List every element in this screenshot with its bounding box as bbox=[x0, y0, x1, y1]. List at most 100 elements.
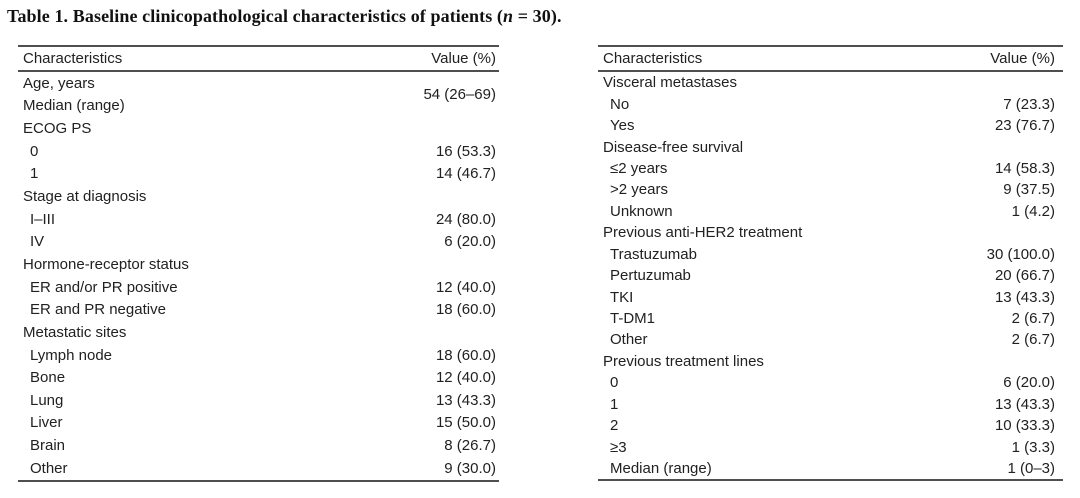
table-row: TKI 13 (43.3) bbox=[598, 286, 1063, 307]
row-label: Unknown bbox=[610, 202, 673, 220]
row-value: 18 (60.0) bbox=[435, 301, 496, 319]
row-value: 14 (58.3) bbox=[994, 159, 1055, 177]
table-row: ER and/or PR positive 12 (40.0) bbox=[18, 276, 499, 299]
row-label-line: Age, years bbox=[23, 74, 95, 92]
row-label: Metastatic sites bbox=[23, 323, 127, 341]
table-row: Pertuzumab 20 (66.7) bbox=[598, 265, 1063, 286]
row-label: Age, years Median (range) bbox=[18, 72, 125, 117]
table-row: >2 years 9 (37.5) bbox=[598, 179, 1063, 200]
row-value: 6 (20.0) bbox=[444, 233, 496, 251]
row-value: 9 (37.5) bbox=[1003, 181, 1055, 199]
row-value: 10 (33.3) bbox=[994, 417, 1055, 435]
row-label: Stage at diagnosis bbox=[23, 188, 147, 206]
row-value: 54 (26–69) bbox=[423, 86, 496, 104]
table-row: Lymph node 18 (60.0) bbox=[18, 344, 499, 367]
row-value: 2 (6.7) bbox=[1011, 331, 1055, 349]
row-value: 30 (100.0) bbox=[986, 245, 1055, 263]
table-row: Stage at diagnosis bbox=[18, 185, 499, 208]
row-label: ER and PR negative bbox=[30, 301, 166, 319]
row-label: Disease-free survival bbox=[603, 138, 744, 156]
row-value: 20 (66.7) bbox=[994, 267, 1055, 285]
characteristics-table-left: Characteristics Value (%) Age, years Medi… bbox=[18, 45, 499, 482]
row-value: 24 (80.0) bbox=[435, 210, 496, 228]
row-value: 2 (6.7) bbox=[1011, 310, 1055, 328]
characteristics-table-right: Characteristics Value (%) Visceral metas… bbox=[598, 45, 1063, 482]
table-row: 1 14 (46.7) bbox=[18, 163, 499, 186]
table-row: ≥3 1 (3.3) bbox=[598, 436, 1063, 457]
table-row: Visceral metastases bbox=[598, 72, 1063, 93]
table-body: Visceral metastases No 7 (23.3) Yes 23 (76.7… bbox=[598, 72, 1063, 479]
table-row: Trastuzumab 30 (100.0) bbox=[598, 244, 1063, 265]
table-row: Bone 12 (40.0) bbox=[18, 366, 499, 389]
table-row: 0 16 (53.3) bbox=[18, 140, 499, 163]
row-value: 8 (26.7) bbox=[444, 437, 496, 455]
table-row: Disease-free survival bbox=[598, 136, 1063, 157]
row-value: 23 (76.7) bbox=[994, 117, 1055, 135]
table-title: Table 1. Baseline clinicopathological ch… bbox=[7, 6, 1067, 27]
row-label: 0 bbox=[610, 374, 619, 392]
row-value: 6 (20.0) bbox=[1003, 374, 1055, 392]
row-label: ER and/or PR positive bbox=[30, 278, 178, 296]
row-value: 1 (4.2) bbox=[1011, 202, 1055, 220]
column-header-value: Value (%) bbox=[431, 50, 496, 67]
row-label: TKI bbox=[610, 288, 634, 306]
row-label: IV bbox=[30, 233, 45, 251]
row-label: Lung bbox=[30, 391, 64, 409]
table-row: I–III 24 (80.0) bbox=[18, 208, 499, 231]
row-label: ECOG PS bbox=[23, 120, 92, 138]
row-label: >2 years bbox=[610, 181, 668, 199]
row-label: 1 bbox=[30, 165, 39, 183]
table-row: Age, years Median (range) 54 (26–69) bbox=[18, 72, 499, 117]
row-value: 1 (0–3) bbox=[1007, 460, 1055, 478]
row-label: T-DM1 bbox=[610, 310, 655, 328]
row-value: 16 (53.3) bbox=[435, 142, 496, 160]
row-label: 0 bbox=[30, 142, 39, 160]
table-header: Characteristics Value (%) bbox=[18, 47, 499, 72]
row-value: 7 (23.3) bbox=[1003, 95, 1055, 113]
title-text-end: = 30). bbox=[513, 6, 562, 26]
table-row: Metastatic sites bbox=[18, 321, 499, 344]
table-body: Age, years Median (range) 54 (26–69) ECOG P… bbox=[18, 72, 499, 480]
table-row: ECOG PS bbox=[18, 117, 499, 140]
row-label: No bbox=[610, 95, 630, 113]
row-value: 14 (46.7) bbox=[435, 165, 496, 183]
table-row: Other 2 (6.7) bbox=[598, 329, 1063, 350]
row-label: Other bbox=[30, 459, 68, 477]
table-row: Brain 8 (26.7) bbox=[18, 434, 499, 457]
table-row: ER and PR negative 18 (60.0) bbox=[18, 298, 499, 321]
row-label: Hormone-receptor status bbox=[23, 255, 189, 273]
row-value: 9 (30.0) bbox=[444, 459, 496, 477]
row-label: Trastuzumab bbox=[610, 245, 697, 263]
row-value: 18 (60.0) bbox=[435, 346, 496, 364]
row-value: 15 (50.0) bbox=[435, 414, 496, 432]
row-label: Brain bbox=[30, 437, 66, 455]
row-label: Yes bbox=[610, 117, 635, 135]
table-row: Previous anti-HER2 treatment bbox=[598, 222, 1063, 243]
row-value: 1 (3.3) bbox=[1011, 438, 1055, 456]
row-label: Other bbox=[610, 331, 648, 349]
table-row: Unknown 1 (4.2) bbox=[598, 201, 1063, 222]
table-header: Characteristics Value (%) bbox=[598, 47, 1063, 72]
row-label: Lymph node bbox=[30, 346, 113, 364]
row-value: 13 (43.3) bbox=[994, 288, 1055, 306]
column-header-characteristics: Characteristics bbox=[603, 50, 703, 67]
row-value: 13 (43.3) bbox=[994, 395, 1055, 413]
row-label: Previous treatment lines bbox=[603, 352, 764, 370]
row-label: Pertuzumab bbox=[610, 267, 691, 285]
table-row: No 7 (23.3) bbox=[598, 93, 1063, 114]
table-row: Liver 15 (50.0) bbox=[18, 412, 499, 435]
row-label: I–III bbox=[30, 210, 56, 228]
table-row: ≤2 years 14 (58.3) bbox=[598, 158, 1063, 179]
row-label: ≥3 bbox=[610, 438, 627, 456]
row-label: Median (range) bbox=[610, 460, 712, 478]
table-row: 2 10 (33.3) bbox=[598, 415, 1063, 436]
table-row: Hormone-receptor status bbox=[18, 253, 499, 276]
table-row: T-DM1 2 (6.7) bbox=[598, 308, 1063, 329]
row-value: 12 (40.0) bbox=[435, 278, 496, 296]
row-label-line: Median (range) bbox=[23, 97, 125, 115]
row-label: Bone bbox=[30, 369, 66, 387]
row-label: Liver bbox=[30, 414, 63, 432]
row-label: ≤2 years bbox=[610, 159, 668, 177]
table-row: Other 9 (30.0) bbox=[18, 457, 499, 480]
